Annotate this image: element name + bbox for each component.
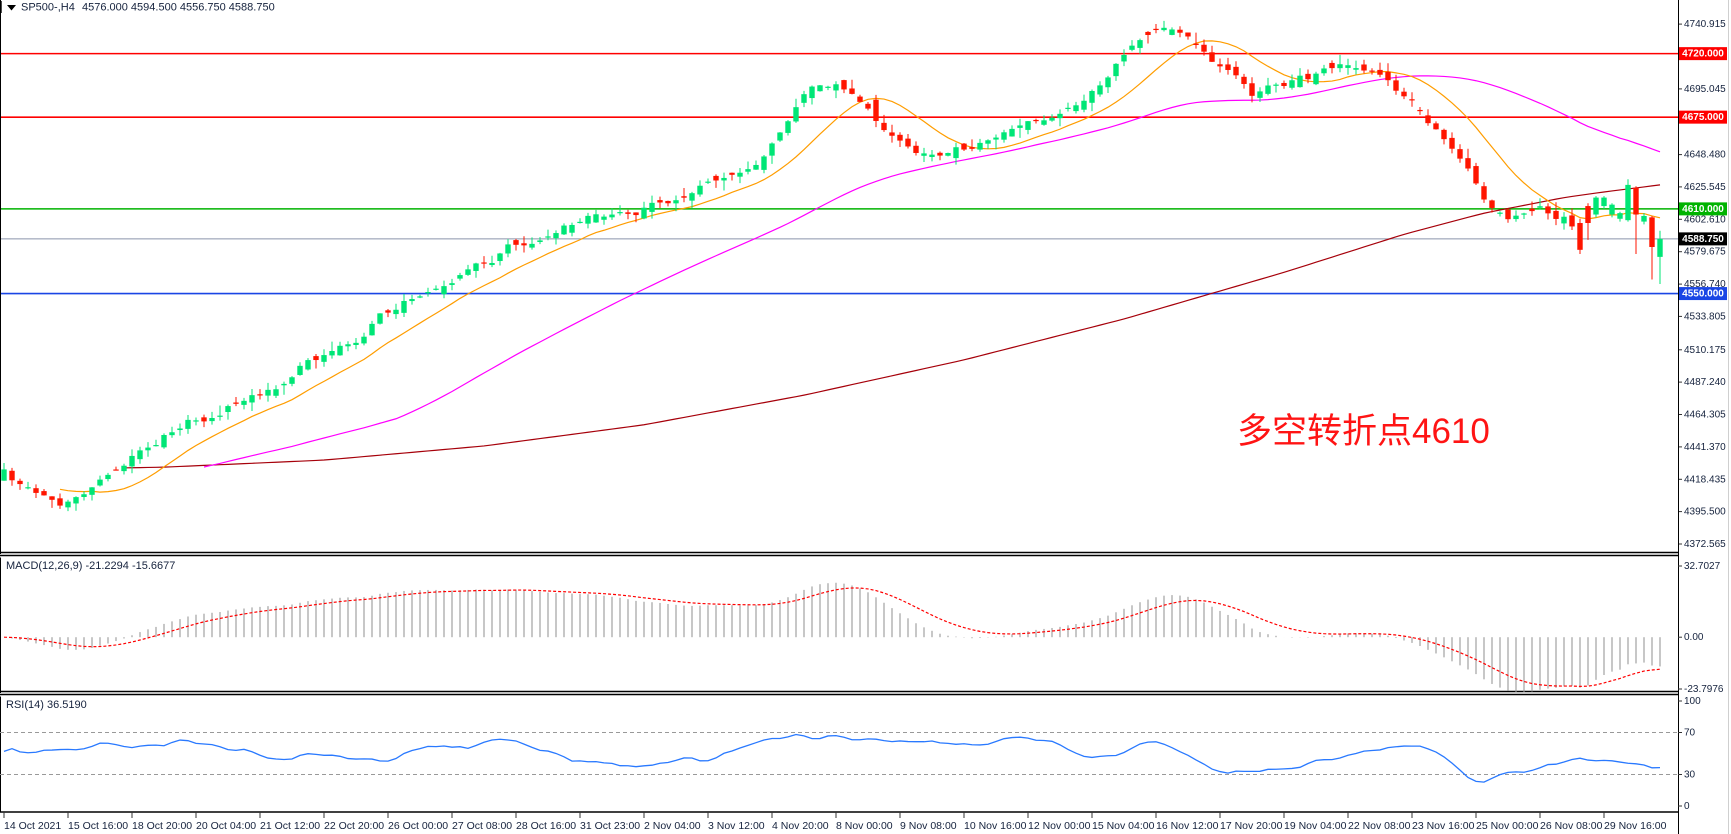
- svg-text:RSI(14) 36.5190: RSI(14) 36.5190: [6, 699, 87, 711]
- svg-text:70: 70: [1684, 728, 1696, 739]
- svg-text:4 Nov 20:00: 4 Nov 20:00: [772, 820, 829, 832]
- svg-text:18 Oct 20:00: 18 Oct 20:00: [132, 820, 192, 832]
- svg-text:4610.000: 4610.000: [1682, 204, 1724, 215]
- svg-text:4648.480: 4648.480: [1684, 150, 1726, 161]
- svg-text:26 Oct 00:00: 26 Oct 00:00: [388, 820, 448, 832]
- svg-text:29 Nov 16:00: 29 Nov 16:00: [1604, 820, 1667, 832]
- svg-text:4441.370: 4441.370: [1684, 442, 1726, 453]
- svg-text:16 Nov 12:00: 16 Nov 12:00: [1156, 820, 1219, 832]
- svg-text:100: 100: [1684, 696, 1701, 707]
- svg-text:14 Oct 2021: 14 Oct 2021: [4, 820, 61, 832]
- svg-text:4695.045: 4695.045: [1684, 84, 1726, 95]
- svg-text:4510.175: 4510.175: [1684, 345, 1726, 356]
- svg-text:4720.000: 4720.000: [1682, 49, 1724, 60]
- svg-text:20 Oct 04:00: 20 Oct 04:00: [196, 820, 256, 832]
- svg-text:8 Nov 00:00: 8 Nov 00:00: [836, 820, 893, 832]
- svg-text:4372.565: 4372.565: [1684, 539, 1726, 550]
- svg-text:4588.750: 4588.750: [1682, 234, 1724, 245]
- svg-text:4487.240: 4487.240: [1684, 377, 1726, 388]
- svg-text:4740.915: 4740.915: [1684, 19, 1726, 30]
- svg-text:30: 30: [1684, 770, 1696, 781]
- svg-text:MACD(12,26,9) -21.2294 -15.667: MACD(12,26,9) -21.2294 -15.6677: [6, 560, 175, 572]
- svg-text:25 Nov 00:00: 25 Nov 00:00: [1476, 820, 1539, 832]
- svg-text:21 Oct 12:00: 21 Oct 12:00: [260, 820, 320, 832]
- svg-text:4625.545: 4625.545: [1684, 182, 1726, 193]
- svg-text:15 Nov 04:00: 15 Nov 04:00: [1092, 820, 1155, 832]
- svg-text:12 Nov 00:00: 12 Nov 00:00: [1028, 820, 1091, 832]
- svg-text:多空转折点4610: 多空转折点4610: [1237, 412, 1490, 451]
- svg-text:19 Nov 04:00: 19 Nov 04:00: [1284, 820, 1347, 832]
- svg-text:4579.675: 4579.675: [1684, 247, 1726, 258]
- svg-text:4576.000 4594.500 4556.750 458: 4576.000 4594.500 4556.750 4588.750: [82, 2, 275, 14]
- svg-text:0: 0: [1684, 801, 1690, 812]
- svg-text:4533.805: 4533.805: [1684, 311, 1726, 322]
- svg-text:26 Nov 08:00: 26 Nov 08:00: [1540, 820, 1603, 832]
- svg-text:4602.610: 4602.610: [1684, 214, 1726, 225]
- svg-text:22 Oct 20:00: 22 Oct 20:00: [324, 820, 384, 832]
- svg-text:4550.000: 4550.000: [1682, 289, 1724, 300]
- svg-text:2 Nov 04:00: 2 Nov 04:00: [644, 820, 701, 832]
- svg-text:27 Oct 08:00: 27 Oct 08:00: [452, 820, 512, 832]
- svg-text:23 Nov 16:00: 23 Nov 16:00: [1412, 820, 1475, 832]
- svg-text:4395.500: 4395.500: [1684, 507, 1726, 518]
- svg-text:4464.305: 4464.305: [1684, 410, 1726, 421]
- svg-text:15 Oct 16:00: 15 Oct 16:00: [68, 820, 128, 832]
- svg-text:22 Nov 08:00: 22 Nov 08:00: [1348, 820, 1411, 832]
- svg-text:3 Nov 12:00: 3 Nov 12:00: [708, 820, 765, 832]
- svg-text:32.7027: 32.7027: [1684, 561, 1721, 572]
- svg-text:4418.435: 4418.435: [1684, 474, 1726, 485]
- svg-text:4675.000: 4675.000: [1682, 112, 1724, 123]
- svg-text:9 Nov 08:00: 9 Nov 08:00: [900, 820, 957, 832]
- svg-text:17 Nov 20:00: 17 Nov 20:00: [1220, 820, 1283, 832]
- svg-text:-23.7976: -23.7976: [1684, 684, 1724, 695]
- svg-text:SP500-,H4: SP500-,H4: [21, 2, 75, 14]
- svg-text:28 Oct 16:00: 28 Oct 16:00: [516, 820, 576, 832]
- svg-text:10 Nov 16:00: 10 Nov 16:00: [964, 820, 1027, 832]
- svg-text:31 Oct 23:00: 31 Oct 23:00: [580, 820, 640, 832]
- svg-text:0.00: 0.00: [1684, 632, 1704, 643]
